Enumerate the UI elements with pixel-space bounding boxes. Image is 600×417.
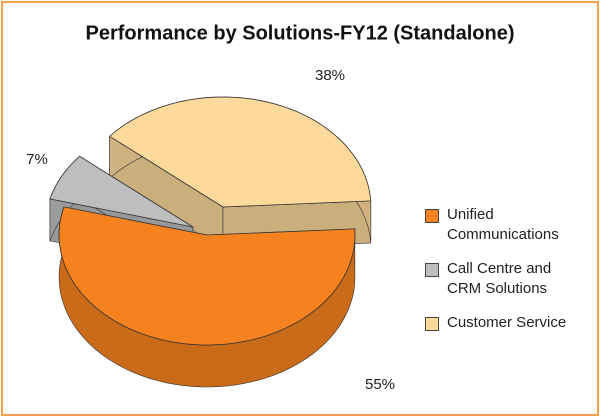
legend-item: Customer Service	[425, 313, 595, 333]
slice	[108, 96, 372, 250]
legend-swatch	[425, 209, 439, 223]
value-label: 55%	[365, 376, 395, 393]
slice-top	[58, 206, 356, 346]
value-label: 7%	[26, 151, 48, 168]
legend-swatch	[425, 263, 439, 277]
legend-item: Unified Communications	[425, 205, 595, 245]
legend-label: Customer Service	[447, 314, 567, 331]
legend-swatch	[425, 317, 439, 331]
slice	[58, 206, 356, 388]
legend: Unified Communications Call Centre and CR…	[425, 205, 595, 347]
legend-item: Call Centre and CRM Solutions	[425, 259, 595, 299]
slice-top	[49, 155, 194, 228]
legend-label: Call Centre and CRM Solutions	[447, 260, 552, 297]
legend-label: Unified Communications	[447, 206, 559, 243]
slice-top	[108, 96, 372, 208]
chart-title: Performance by Solutions-FY12 (Standalon…	[86, 22, 515, 44]
value-label: 38%	[315, 67, 345, 84]
